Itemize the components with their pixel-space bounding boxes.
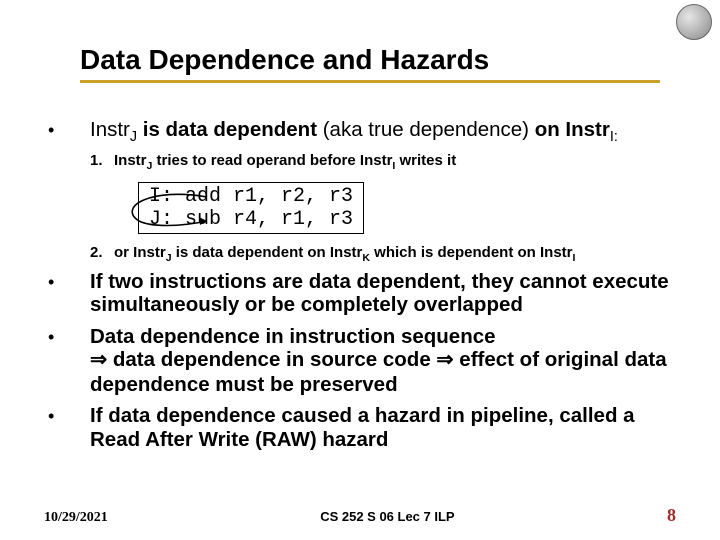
numbered-2-text: or InstrJ is data dependent on InstrK wh… [114,244,575,264]
footer-center: CS 252 S 06 Lec 7 ILP [320,509,454,524]
numbered-1-text: InstrJ tries to read operand before Inst… [114,152,456,172]
bullet-4: • If data dependence caused a hazard in … [48,404,680,451]
bullet-mark: • [48,270,90,317]
numbered-list: 1. InstrJ tries to read operand before I… [90,152,680,172]
title-underline [80,80,660,83]
numbered-2: 2. or InstrJ is data dependent on InstrK… [90,244,680,264]
code-line-2: J: sub r4, r1, r3 [149,208,353,231]
bullet-mark: • [48,325,90,397]
bullet-3-text: Data dependence in instruction sequence … [90,325,680,397]
code-line-1: I: add r1, r2, r3 [149,185,353,208]
code-box: I: add r1, r2, r3 J: sub r4, r1, r3 [138,182,364,234]
bullet-2-text: If two instructions are data dependent, … [90,270,680,317]
title-block: Data Dependence and Hazards [80,44,660,83]
bullet-mark: • [48,404,90,451]
numbered-2-wrap: 2. or InstrJ is data dependent on InstrK… [90,244,680,264]
footer-page-number: 8 [667,505,676,526]
bullet-4-text: If data dependence caused a hazard in pi… [90,404,680,451]
institution-logo [676,4,712,40]
implies-icon: ⇒ [90,349,107,371]
numbered-1: 1. InstrJ tries to read operand before I… [90,152,680,172]
footer: 10/29/2021 CS 252 S 06 Lec 7 ILP 8 [0,505,720,526]
footer-date: 10/29/2021 [44,510,108,526]
bullet-mark: • [48,118,90,146]
bullet-2: • If two instructions are data dependent… [48,270,680,317]
implies-icon: ⇒ [436,349,453,371]
bullet-3: • Data dependence in instruction sequenc… [48,325,680,397]
slide-title: Data Dependence and Hazards [80,44,660,78]
bullet-1: • InstrJ is data dependent (aka true dep… [48,118,680,146]
bullet-1-text: InstrJ is data dependent (aka true depen… [90,118,618,146]
slide-content: • InstrJ is data dependent (aka true dep… [48,118,680,458]
